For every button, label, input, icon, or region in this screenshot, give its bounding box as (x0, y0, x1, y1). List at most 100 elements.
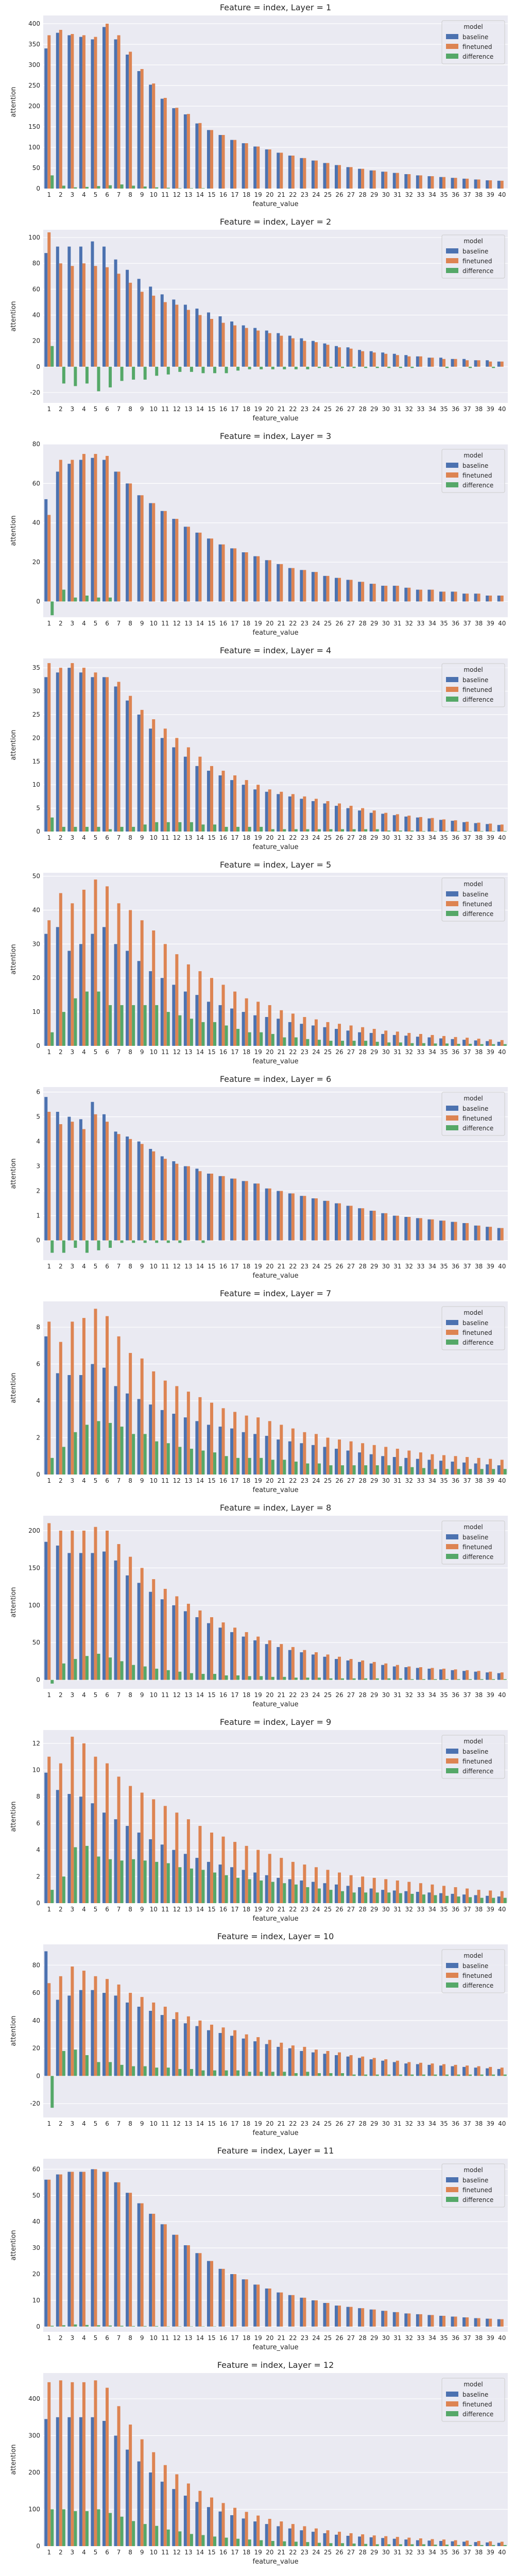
x-axis-label: feature_value (253, 1272, 299, 1280)
bar-baseline-14 (195, 532, 199, 602)
bar-difference-21 (283, 1460, 286, 1475)
bar-baseline-17 (230, 1867, 234, 1903)
legend-label-finetuned: finetuned (462, 1972, 492, 1979)
x-tick-label: 14 (196, 191, 204, 198)
bar-difference-7 (120, 1005, 124, 1046)
bar-finetuned-37 (466, 360, 469, 367)
bar-finetuned-11 (163, 98, 167, 189)
bar-finetuned-19 (256, 2284, 260, 2327)
legend-label-difference: difference (462, 1768, 493, 1775)
bar-baseline-9 (137, 1833, 141, 1903)
x-tick-label: 13 (184, 620, 192, 627)
x-tick-label: 21 (278, 1906, 285, 1913)
bar-finetuned-40 (500, 1460, 504, 1475)
bar-difference-28 (364, 1678, 368, 1680)
bar-baseline-26 (335, 165, 338, 189)
bar-baseline-11 (160, 294, 164, 367)
x-tick-label: 2 (59, 2549, 63, 2556)
bar-difference-16 (225, 2537, 228, 2546)
x-tick-label: 21 (278, 2549, 285, 2556)
y-axis-label: attention (10, 301, 18, 331)
bar-baseline-29 (369, 1211, 373, 1241)
bar-finetuned-20 (268, 1188, 271, 1241)
x-tick-label: 36 (452, 834, 459, 841)
bar-baseline-23 (300, 338, 303, 367)
bar-finetuned-13 (186, 1392, 190, 1475)
chart-panel-5: Feature = index, Layer = 5 0 10 20 30 40 50 1 2 3… (0, 857, 515, 1072)
bar-baseline-34 (427, 2315, 431, 2327)
bar-finetuned-22 (291, 1193, 295, 1241)
x-tick-label: 38 (475, 1263, 483, 1270)
y-tick-label: 200 (28, 103, 40, 110)
bar-finetuned-22 (291, 338, 295, 367)
y-tick-label: 100 (28, 144, 40, 151)
bar-finetuned-10 (152, 1371, 156, 1475)
x-tick-label: 26 (335, 405, 343, 413)
bar-finetuned-34 (431, 1884, 434, 1903)
x-tick-label: 21 (278, 405, 285, 413)
bar-finetuned-2 (59, 1530, 62, 1680)
legend-swatch-difference (446, 1982, 458, 1988)
bar-finetuned-35 (442, 1668, 445, 1680)
bar-difference-16 (225, 1875, 228, 1903)
bar-baseline-40 (497, 596, 501, 602)
bar-finetuned-16 (221, 985, 225, 1046)
x-tick-label: 15 (208, 2549, 215, 2556)
bar-difference-3 (74, 597, 77, 602)
bar-difference-17 (236, 366, 240, 371)
bar-finetuned-11 (163, 1588, 167, 1680)
bar-baseline-24 (311, 2300, 315, 2327)
bar-difference-29 (375, 2074, 379, 2076)
y-tick-label: 6 (36, 1361, 40, 1368)
bar-finetuned-7 (117, 682, 121, 832)
legend-swatch-difference (446, 2197, 458, 2202)
bar-finetuned-38 (477, 2066, 480, 2076)
x-tick-label: 5 (94, 620, 98, 627)
bar-difference-27 (352, 829, 356, 832)
bar-finetuned-2 (59, 1124, 62, 1241)
x-tick-label: 29 (370, 191, 378, 198)
x-tick-label: 17 (231, 2120, 238, 2127)
x-tick-label: 11 (161, 2334, 169, 2342)
bar-finetuned-25 (326, 1437, 330, 1475)
x-tick-label: 9 (140, 1048, 144, 1056)
y-tick-label: 0 (36, 1676, 40, 1684)
legend-box (441, 20, 505, 64)
bar-baseline-39 (486, 1895, 489, 1903)
chart-svg: Feature = index, Layer = 10-200204060801… (10, 1931, 508, 2137)
bar-baseline-40 (497, 2319, 501, 2327)
bar-baseline-6 (102, 2420, 106, 2546)
bar-baseline-3 (67, 2417, 71, 2546)
y-tick-label: 150 (28, 123, 40, 130)
bar-finetuned-23 (303, 2297, 306, 2327)
x-tick-label: 36 (452, 2334, 459, 2342)
legend-label-baseline: baseline (462, 248, 488, 255)
bar-finetuned-12 (175, 2234, 179, 2327)
x-tick-label: 21 (278, 1691, 285, 1699)
bar-baseline-23 (300, 2297, 303, 2327)
bar-finetuned-25 (326, 2530, 330, 2546)
bar-finetuned-4 (82, 263, 85, 367)
bar-baseline-9 (137, 961, 141, 1046)
x-tick-label: 37 (463, 2549, 471, 2556)
x-tick-label: 23 (301, 2120, 308, 2127)
bar-finetuned-24 (314, 572, 318, 602)
x-tick-label: 30 (382, 2120, 390, 2127)
bar-difference-15 (213, 2536, 216, 2546)
bar-finetuned-8 (129, 1556, 132, 1680)
x-tick-label: 10 (150, 2334, 158, 2342)
bar-baseline-12 (172, 1850, 176, 1903)
y-axis-label: attention (10, 2015, 18, 2046)
bar-finetuned-28 (361, 2308, 365, 2327)
legend-swatch-difference (446, 482, 458, 487)
bar-finetuned-27 (349, 580, 353, 602)
x-tick-label: 33 (417, 2334, 424, 2342)
bar-difference-31 (399, 1893, 402, 1903)
bar-baseline-8 (126, 2002, 129, 2076)
bar-finetuned-40 (500, 824, 504, 832)
bar-difference-14 (201, 2535, 205, 2546)
bar-baseline-12 (172, 2234, 176, 2327)
bar-difference-14 (201, 366, 205, 374)
bar-finetuned-25 (326, 163, 330, 189)
bar-difference-1 (50, 1680, 54, 1684)
